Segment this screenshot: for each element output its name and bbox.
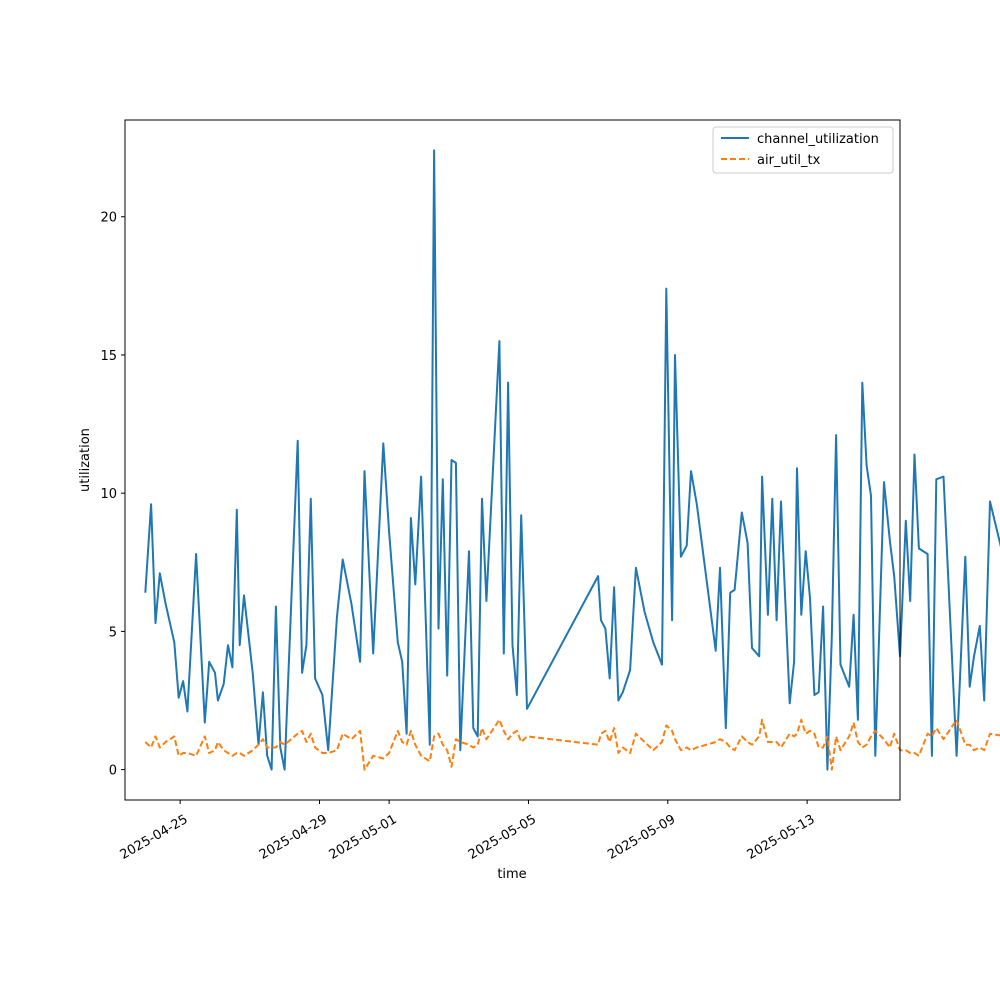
y-tick-label: 5 <box>109 625 117 640</box>
y-tick-label: 15 <box>100 349 117 364</box>
x-axis-title: time <box>497 867 526 882</box>
legend-label-air-util-tx: air_util_tx <box>757 153 821 168</box>
y-tick-label: 10 <box>100 487 117 502</box>
y-tick-label: 20 <box>100 211 117 226</box>
plot-frame <box>124 119 901 801</box>
legend-label-channel-utilization: channel_utilization <box>757 132 879 147</box>
y-axis: 0 5 10 15 20 <box>100 211 125 779</box>
y-axis-title: utilization <box>78 428 93 492</box>
y-tick-label: 0 <box>109 764 117 779</box>
legend-box <box>712 126 894 174</box>
legend: channel_utilization air_util_tx <box>712 126 894 174</box>
